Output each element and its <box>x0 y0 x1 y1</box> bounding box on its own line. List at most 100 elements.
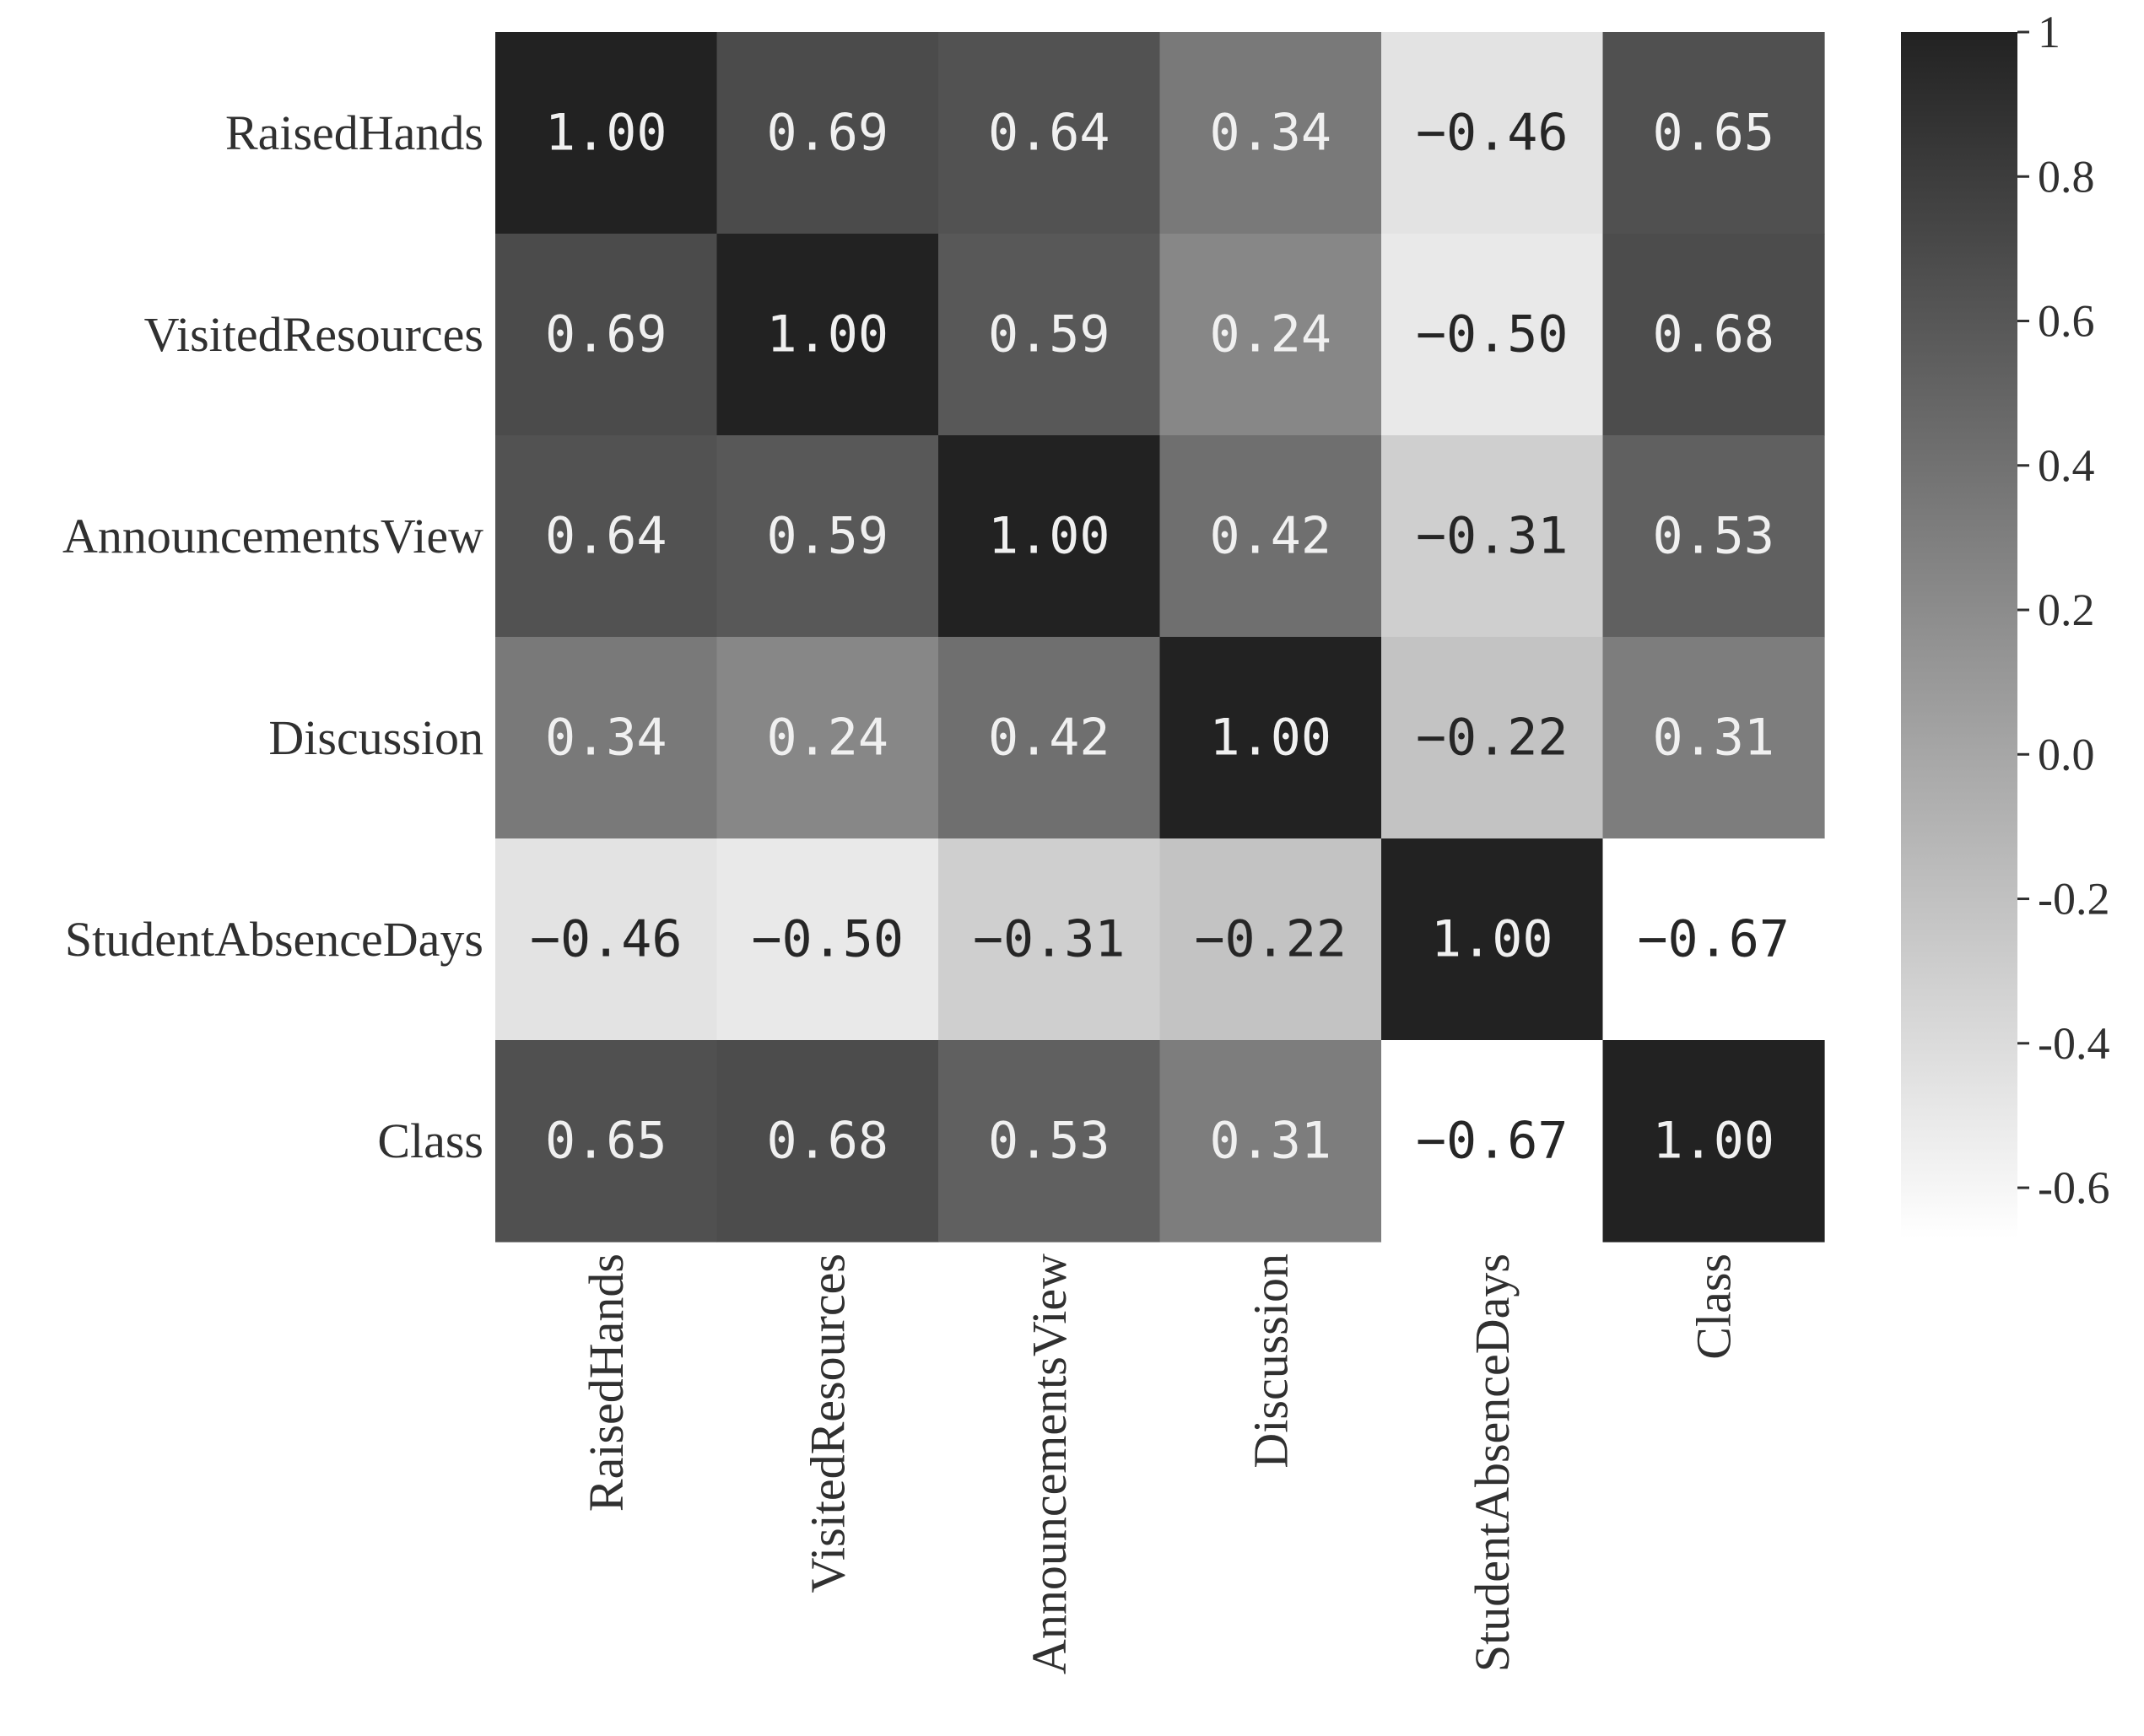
cell-value-label: 0.59 <box>988 305 1110 364</box>
heatmap-cell <box>1159 838 1382 1041</box>
colorbar-gradient <box>1901 32 2017 1238</box>
cell-value-label: −0.50 <box>751 910 904 969</box>
column-label: StudentAbsenceDays <box>1465 1253 1520 1672</box>
colorbar-tick-label: -0.4 <box>2038 1018 2109 1069</box>
cell-value-label: −0.22 <box>1194 910 1347 969</box>
heatmap-cell <box>1602 637 1825 839</box>
cell-value-label: 0.65 <box>1653 104 1775 163</box>
heatmap-cell <box>1602 838 1825 1041</box>
heatmap-cell <box>1381 1040 1604 1243</box>
heatmap-cell <box>716 637 939 839</box>
colorbar-tick-label: 0.2 <box>2038 585 2095 635</box>
heatmap-cell <box>938 838 1161 1041</box>
colorbar-tick-label: 0.8 <box>2038 151 2095 202</box>
heatmap-cell <box>1602 435 1825 638</box>
heatmap-cell <box>1602 234 1825 436</box>
colorbar-tick-label: 0.0 <box>2038 729 2095 779</box>
cell-value-label: 1.00 <box>1210 709 1332 768</box>
heatmap-cell <box>1381 838 1604 1041</box>
row-label: StudentAbsenceDays <box>65 912 483 967</box>
heatmap-cell <box>716 32 939 235</box>
heatmap-cell <box>1159 637 1382 839</box>
cell-value-label: −0.31 <box>1416 507 1569 566</box>
cell-value-label: −0.31 <box>973 910 1126 969</box>
colorbar-tick-label: 0.4 <box>2038 440 2095 491</box>
cell-value-label: 0.53 <box>1653 507 1775 566</box>
row-label: VisitedResources <box>144 307 483 362</box>
cell-value-label: 0.69 <box>545 305 667 364</box>
cell-value-label: 0.31 <box>1210 1112 1332 1171</box>
cell-value-label: 1.00 <box>988 507 1110 566</box>
heatmap-cell <box>1381 32 1604 235</box>
cell-value-label: −0.67 <box>1637 910 1790 969</box>
colorbar-tick-label: 1 <box>2038 7 2060 57</box>
cell-value-label: −0.46 <box>530 910 683 969</box>
cell-value-label: 0.68 <box>1653 305 1775 364</box>
cell-value-label: 0.42 <box>1210 507 1332 566</box>
heatmap-cell <box>716 234 939 436</box>
heatmap-cell <box>938 435 1161 638</box>
cell-value-label: 0.24 <box>1210 305 1332 364</box>
heatmap-cell <box>938 32 1161 235</box>
heatmap-cells <box>495 32 1825 1243</box>
heatmap-cell <box>1381 234 1604 436</box>
heatmap-cell <box>1159 1040 1382 1243</box>
heatmap-cell <box>1159 32 1382 235</box>
column-label: Discussion <box>1243 1253 1298 1469</box>
colorbar-tick-label: 0.6 <box>2038 296 2095 347</box>
heatmap-cell <box>495 637 718 839</box>
cell-value-label: 1.00 <box>767 305 889 364</box>
heatmap-cell <box>1602 32 1825 235</box>
heatmap-cell <box>1159 435 1382 638</box>
cell-value-label: 1.00 <box>1431 910 1553 969</box>
colorbar-tick-label: -0.6 <box>2038 1162 2109 1213</box>
cell-value-label: 0.59 <box>767 507 889 566</box>
cell-value-label: 0.64 <box>545 507 667 566</box>
cell-value-label: −0.46 <box>1416 104 1569 163</box>
row-label: RaisedHands <box>225 105 483 160</box>
cell-value-label: 0.24 <box>767 709 889 768</box>
heatmap-cell <box>1602 1040 1825 1243</box>
heatmap-cell <box>716 435 939 638</box>
column-labels: RaisedHands VisitedResources Announcements… <box>579 1253 1742 1674</box>
heatmap-cell <box>1159 234 1382 436</box>
heatmap-cell <box>716 1040 939 1243</box>
cell-value-label: 0.34 <box>1210 104 1332 163</box>
cell-value-label: 1.00 <box>1653 1112 1775 1171</box>
cell-value-label: 0.31 <box>1653 709 1775 768</box>
heatmap-cell <box>938 637 1161 839</box>
cell-value-label: 0.68 <box>767 1112 889 1171</box>
column-label: Class <box>1686 1253 1741 1360</box>
row-labels: RaisedHands VisitedResources Announcements… <box>62 105 483 1168</box>
row-label: Class <box>377 1113 483 1168</box>
column-label: RaisedHands <box>579 1253 634 1512</box>
heatmap-cell-values: 1.00 0.69 0.64 0.34 −0.46 0.65 0.69 1.00 0.59 0.2… <box>530 104 1790 1171</box>
heatmap-cell <box>938 234 1161 436</box>
heatmap-cell <box>938 1040 1161 1243</box>
colorbar-tick-label: -0.2 <box>2038 874 2109 925</box>
heatmap-cell <box>1381 435 1604 638</box>
cell-value-label: −0.22 <box>1416 709 1569 768</box>
row-label: Discussion <box>268 710 483 765</box>
cell-value-label: 0.42 <box>988 709 1110 768</box>
heatmap-cell <box>495 32 718 235</box>
heatmap-cell <box>495 435 718 638</box>
cell-value-label: 1.00 <box>545 104 667 163</box>
heatmap-cell <box>716 838 939 1041</box>
heatmap-cell <box>1381 637 1604 839</box>
cell-value-label: 0.34 <box>545 709 667 768</box>
cell-value-label: 0.65 <box>545 1112 667 1171</box>
column-label: AnnouncementsView <box>1022 1253 1077 1674</box>
column-label: VisitedResources <box>800 1253 855 1593</box>
heatmap-cell <box>495 234 718 436</box>
row-label: AnnouncementsView <box>62 509 483 563</box>
colorbar: 1 0.8 0.6 0.4 0.2 0.0 -0.2 -0.4 -0.6 <box>1901 7 2109 1238</box>
cell-value-label: 0.53 <box>988 1112 1110 1171</box>
heatmap-cell <box>495 1040 718 1243</box>
cell-value-label: 0.69 <box>767 104 889 163</box>
heatmap-cell <box>495 838 718 1041</box>
cell-value-label: −0.67 <box>1416 1112 1569 1171</box>
colorbar-ticks: 1 0.8 0.6 0.4 0.2 0.0 -0.2 -0.4 -0.6 <box>2017 7 2109 1213</box>
cell-value-label: −0.50 <box>1416 305 1569 364</box>
